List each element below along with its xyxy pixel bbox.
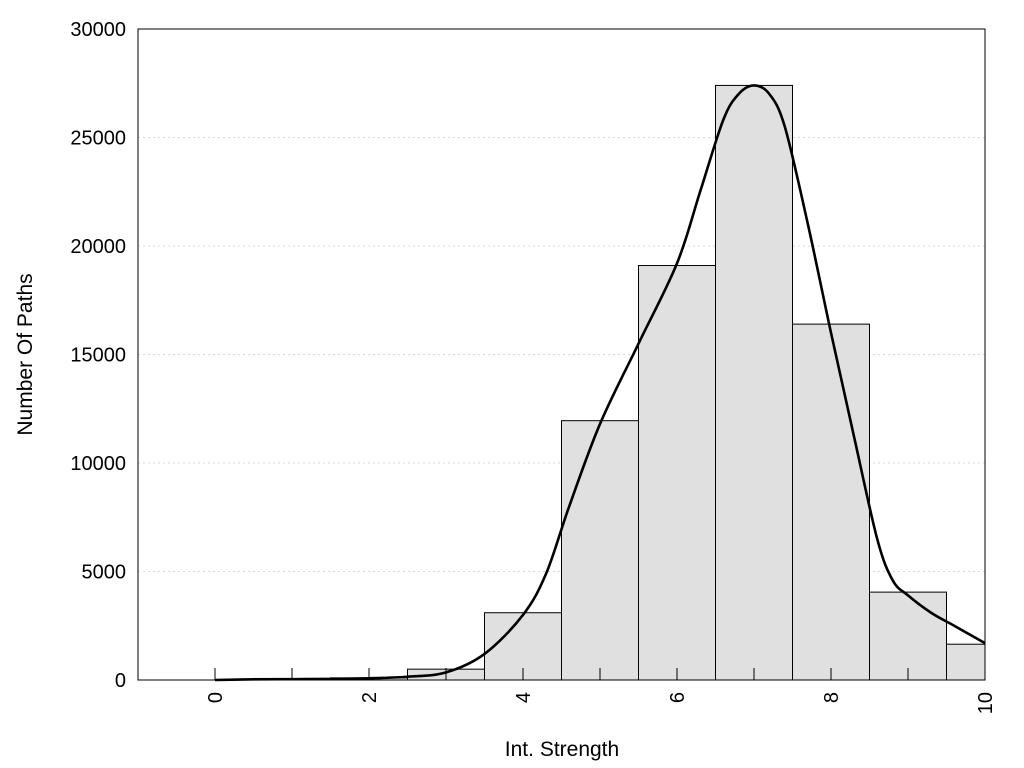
y-axis-title: Number Of Paths bbox=[14, 273, 37, 435]
x-axis-ticks: 0 2 4 6 8 10 bbox=[205, 668, 997, 714]
y-tick-label: 20000 bbox=[70, 236, 126, 258]
y-tick-label: 15000 bbox=[70, 345, 126, 367]
y-tick-label: 0 bbox=[115, 670, 126, 692]
x-tick-label: 10 bbox=[975, 692, 997, 714]
y-tick-label: 25000 bbox=[70, 128, 126, 150]
histogram-bars bbox=[253, 84, 986, 681]
histogram-bar-6 bbox=[638, 265, 716, 681]
density-curve-layer bbox=[214, 84, 986, 682]
histogram-bar-8 bbox=[792, 323, 870, 681]
y-tick-label: 30000 bbox=[70, 19, 126, 41]
plot-frame bbox=[137, 28, 986, 681]
x-tick-label: 4 bbox=[513, 692, 535, 703]
x-tick-label: 2 bbox=[359, 692, 381, 703]
x-axis-title: Int. Strength bbox=[505, 738, 619, 761]
y-tick-label: 5000 bbox=[82, 562, 127, 584]
y-axis-ticks: 0 5000 10000 15000 20000 25000 30000 bbox=[70, 19, 126, 692]
x-tick-label: 6 bbox=[667, 692, 689, 703]
density-curve bbox=[214, 84, 986, 682]
histogram-bar-5 bbox=[561, 420, 639, 681]
histogram-bar-9 bbox=[869, 591, 947, 681]
x-tick-label: 0 bbox=[205, 692, 227, 703]
x-tick-label: 8 bbox=[821, 692, 843, 703]
histogram-bar-10 bbox=[946, 643, 986, 681]
histogram-bar-7 bbox=[715, 84, 793, 681]
y-tick-label: 10000 bbox=[70, 453, 126, 475]
